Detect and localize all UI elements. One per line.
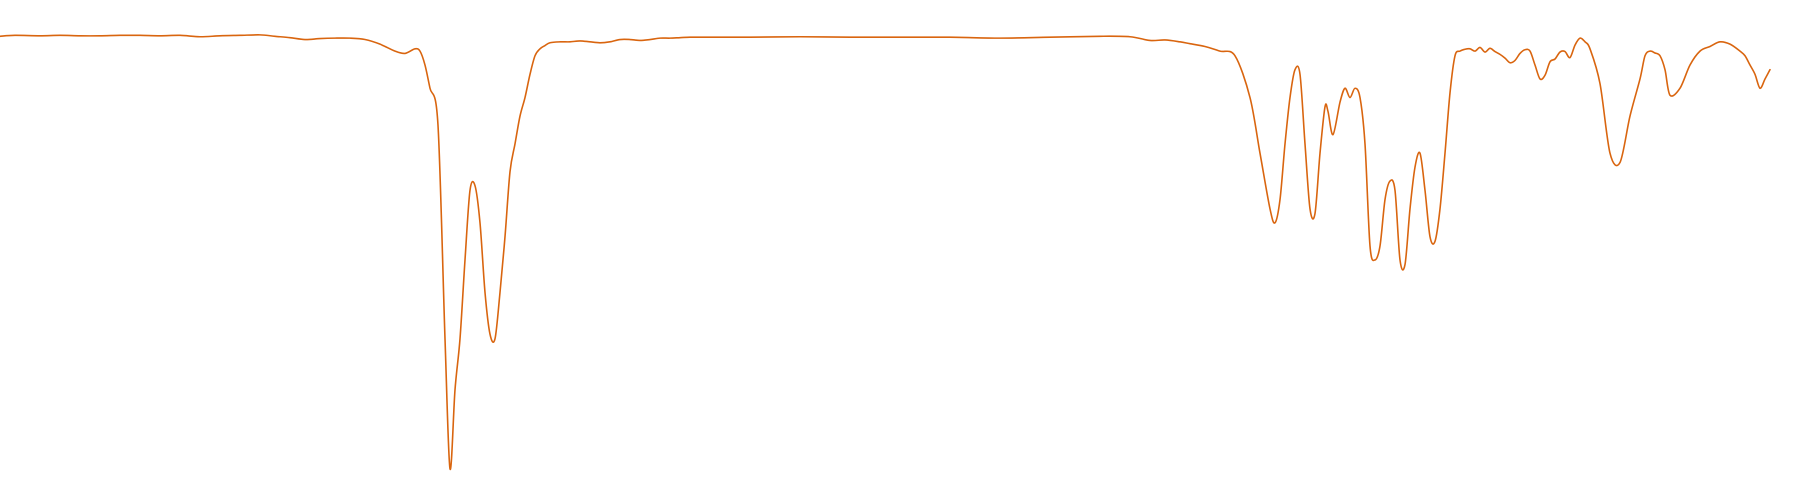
series-line-0: [0, 34, 1771, 470]
series-layer: [0, 34, 1771, 470]
